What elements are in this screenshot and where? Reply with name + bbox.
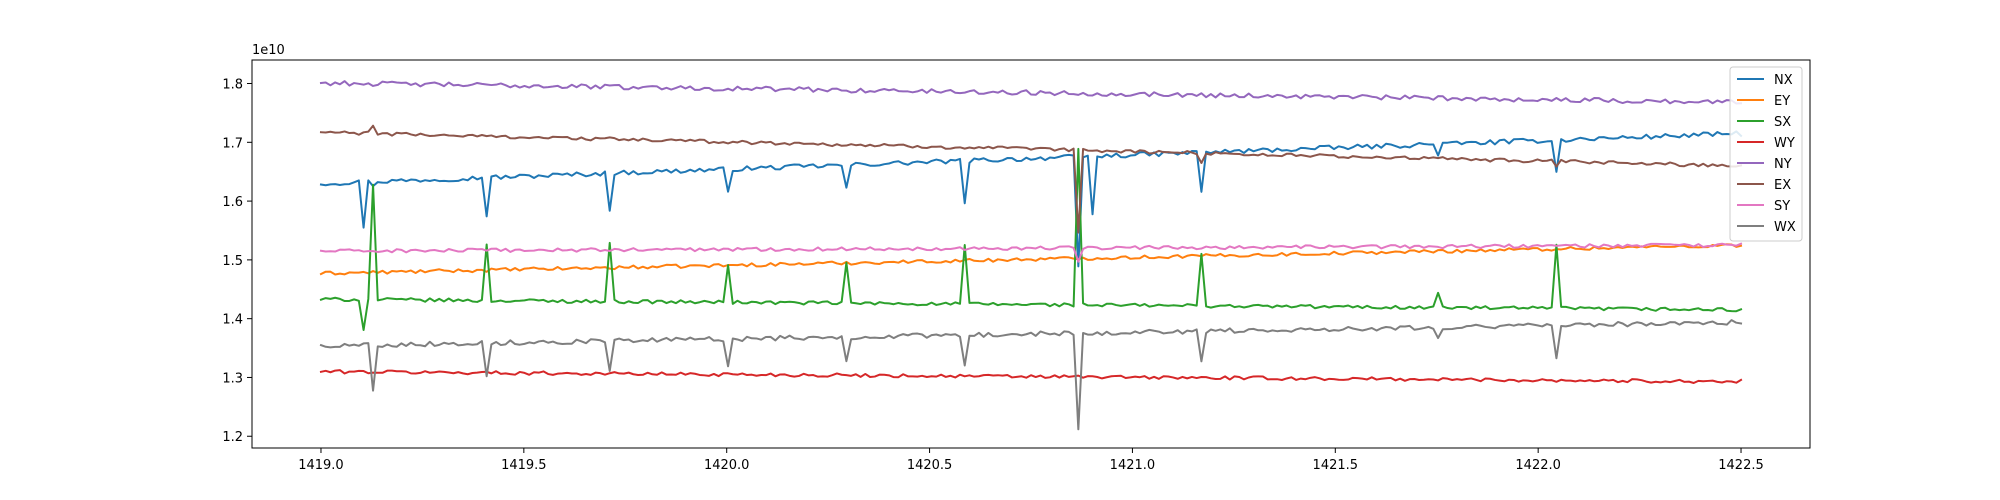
series-line-ny [319, 80, 1743, 105]
x-tick-label: 1420.5 [907, 458, 953, 473]
series-line-sx [319, 147, 1743, 332]
legend-label-sy: SY [1774, 199, 1790, 214]
y-tick-label: 1.8 [222, 78, 243, 93]
x-tick-label: 1419.5 [501, 458, 547, 473]
legend-label-sx: SX [1774, 115, 1791, 130]
y-tick-label: 1.3 [222, 371, 243, 386]
legend-label-ex: EX [1774, 178, 1791, 193]
y-tick-label: 1.2 [222, 430, 243, 445]
x-tick-label: 1419.0 [298, 458, 344, 473]
series-line-sy [319, 242, 1743, 263]
series-line-nx [319, 130, 1743, 268]
legend-box [1729, 66, 1803, 242]
series-line-ex [319, 124, 1743, 234]
legend-label-ey: EY [1774, 94, 1790, 109]
y-axis-offset-label: 1e10 [252, 43, 285, 58]
y-tick-label: 1.5 [222, 254, 243, 269]
series-line-wx [319, 319, 1743, 431]
x-tick-label: 1421.0 [1110, 458, 1156, 473]
x-axis: 1419.0 1419.5 1420.0 1420.5 1421.0 1421.5 1422… [298, 448, 1764, 473]
y-tick-label: 1.6 [222, 195, 243, 210]
legend-label-wy: WY [1774, 136, 1795, 151]
x-tick-label: 1422.5 [1718, 458, 1764, 473]
series-line-wy [319, 369, 1743, 384]
legend-label-nx: NX [1774, 73, 1793, 88]
y-tick-label: 1.4 [222, 313, 243, 328]
y-tick-label: 1.7 [222, 136, 243, 151]
legend-label-wx: WX [1774, 220, 1796, 235]
x-tick-label: 1422.0 [1515, 458, 1561, 473]
legend: NX EY SX WY NY EX SY WX [1729, 66, 1803, 242]
y-axis: 1.2 1.3 1.4 1.5 1.6 1.7 1.8 [222, 78, 252, 445]
plot-area [319, 80, 1743, 431]
series-line-ey [319, 243, 1743, 276]
x-tick-label: 1421.5 [1313, 458, 1359, 473]
legend-label-ny: NY [1774, 157, 1792, 172]
x-tick-label: 1420.0 [704, 458, 750, 473]
axes-frame [251, 59, 1811, 449]
